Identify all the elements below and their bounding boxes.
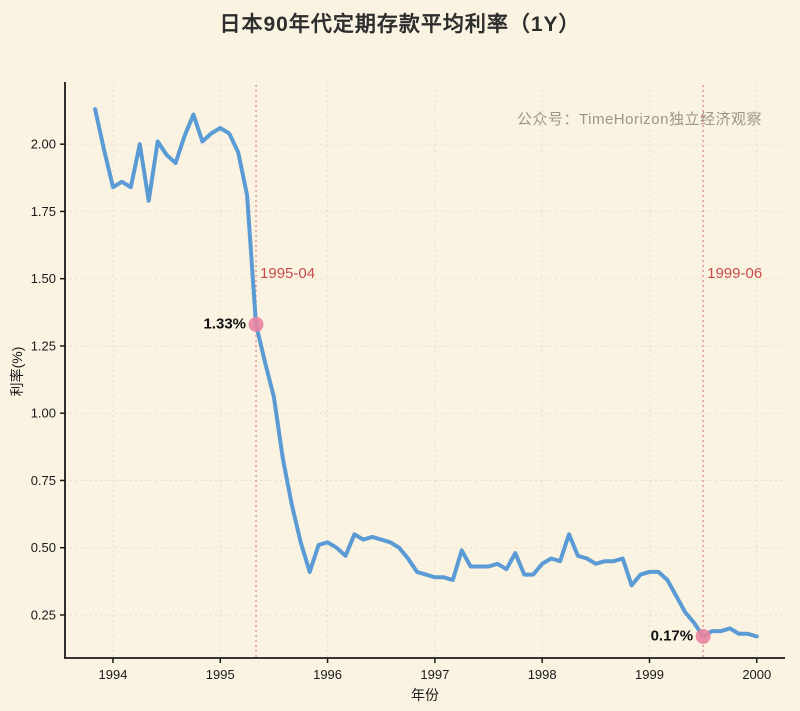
y-tick-label: 0.75 [31,473,56,488]
annotation-value-label: 1.33% [203,315,246,332]
x-tick-label: 1995 [206,667,235,682]
annotation-date-label: 1999-06 [707,265,762,282]
watermark-text: 公众号：TimeHorizon独立经济观察 [517,111,762,128]
x-tick-label: 1998 [528,667,557,682]
y-tick-label: 0.50 [31,540,56,555]
rate-line [93,107,759,639]
chart-title: 日本90年代定期存款平均利率（1Y） [219,13,581,36]
y-tick-label: 1.75 [31,204,56,219]
x-tick-label: 2000 [742,667,771,682]
x-axis-label: 年份 [411,687,439,703]
y-tick-label: 1.25 [31,338,56,353]
annotation-date-label: 1995-04 [260,265,315,282]
annotation-marker [695,628,711,644]
annotation-marker [248,316,264,332]
y-tick-label: 2.00 [31,137,56,152]
y-tick-label: 1.50 [31,271,56,286]
x-tick-label: 1994 [99,667,128,682]
y-tick-label: 0.25 [31,607,56,622]
x-tick-label: 1996 [313,667,342,682]
y-axis-label: 利率(%) [9,347,25,397]
annotation-value-label: 0.17% [651,627,694,644]
x-tick-label: 1999 [635,667,664,682]
x-tick-label: 1997 [420,667,449,682]
y-tick-label: 1.00 [31,406,56,421]
